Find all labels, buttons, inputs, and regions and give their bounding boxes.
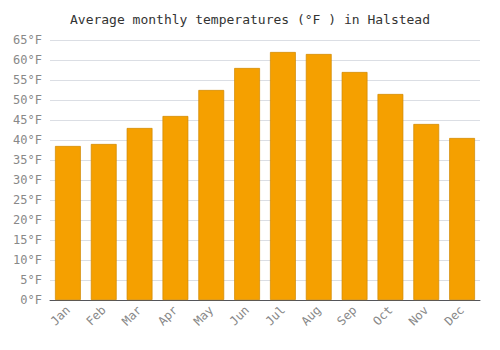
svg-text:60°F: 60°F: [13, 53, 42, 67]
svg-text:Jan: Jan: [48, 303, 73, 328]
svg-text:5°F: 5°F: [20, 273, 42, 287]
svg-text:Dec: Dec: [442, 303, 467, 328]
svg-text:Feb: Feb: [83, 303, 108, 328]
svg-text:40°F: 40°F: [13, 133, 42, 147]
svg-text:0°F: 0°F: [20, 293, 42, 307]
svg-text:55°F: 55°F: [13, 73, 42, 87]
svg-text:25°F: 25°F: [13, 193, 42, 207]
svg-text:Jun: Jun: [227, 303, 252, 328]
svg-text:20°F: 20°F: [13, 213, 42, 227]
svg-text:Apr: Apr: [155, 303, 180, 328]
svg-text:Oct: Oct: [370, 303, 395, 328]
svg-text:30°F: 30°F: [13, 173, 42, 187]
svg-text:Jul: Jul: [263, 303, 288, 328]
svg-text:Mar: Mar: [119, 303, 144, 328]
svg-text:Average monthly temperatures (: Average monthly temperatures (°F ) in Ha…: [70, 12, 430, 27]
svg-text:May: May: [191, 303, 216, 328]
svg-text:Aug: Aug: [298, 303, 323, 328]
svg-text:65°F: 65°F: [13, 33, 42, 47]
svg-text:Sep: Sep: [334, 303, 359, 328]
svg-text:35°F: 35°F: [13, 153, 42, 167]
svg-text:Nov: Nov: [406, 303, 431, 328]
svg-text:10°F: 10°F: [13, 253, 42, 267]
svg-text:45°F: 45°F: [13, 113, 42, 127]
svg-text:15°F: 15°F: [13, 233, 42, 247]
svg-text:50°F: 50°F: [13, 93, 42, 107]
